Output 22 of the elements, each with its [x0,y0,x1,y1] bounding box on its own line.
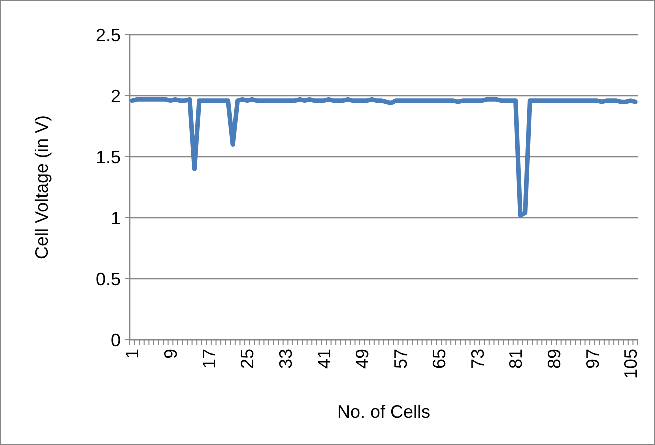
y-tick-label: 2.5 [96,25,121,46]
y-axis-title: Cell Voltage (in V) [32,115,52,260]
x-axis-title: No. of Cells [337,402,431,422]
y-tick-label: 0.5 [96,269,121,290]
x-tick-label: 89 [544,349,564,370]
x-tick-label: 9 [161,349,182,360]
x-tick-label: 105 [621,349,642,380]
x-tick-label: 97 [582,349,603,370]
x-tick-label: 1 [122,349,143,360]
x-tick-label: 57 [391,349,412,370]
y-tick-label: 2 [110,86,121,106]
x-tick-label: 33 [276,349,296,370]
y-tick-label: 0 [110,330,121,350]
x-tick-label: 17 [199,349,220,370]
x-tick-label: 65 [429,349,450,370]
y-tick-label: 1.5 [96,147,121,168]
x-tick-label: 73 [468,349,488,370]
x-tick-label: 49 [352,349,373,370]
x-tick-label: 81 [506,349,526,370]
y-tick-label: 1 [110,208,121,228]
x-tick-label: 41 [314,349,334,370]
x-tick-label: 25 [238,349,258,370]
